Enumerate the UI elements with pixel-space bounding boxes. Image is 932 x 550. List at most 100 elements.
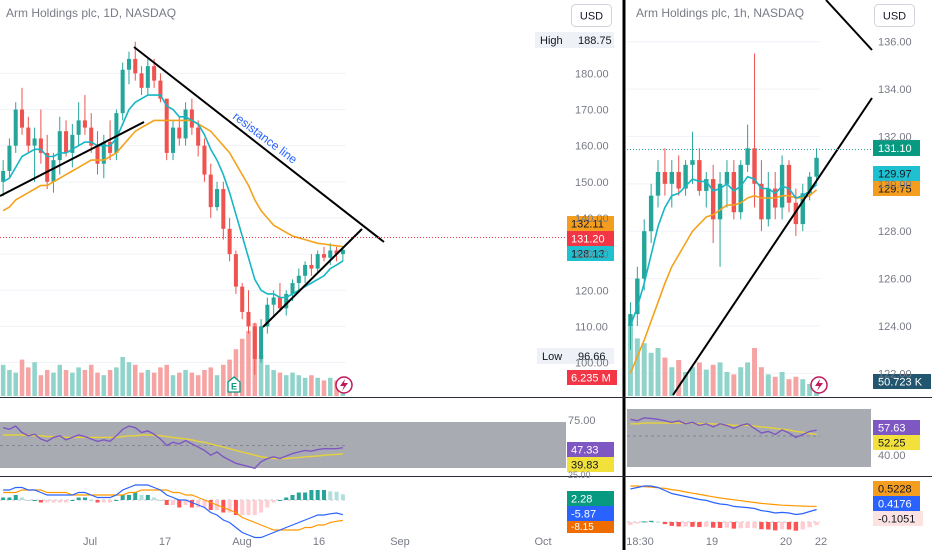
macd-signal-line [630,485,817,507]
left-support-line[interactable] [0,121,145,197]
price-tick-label: 134.00 [878,84,912,96]
macd-histogram-bar [170,500,176,505]
price-tick-label: 126.00 [878,274,912,286]
candle-body [233,254,238,287]
macd-histogram-bar [697,522,702,528]
svg-text:50.723 K: 50.723 K [878,377,923,389]
time-axis[interactable]: Jul 17 Aug 16 Sep Oct 18:30 19 20 22 [83,536,827,548]
right-flash-icon[interactable] [810,376,828,394]
price-tick-label: 132.00 [878,131,912,143]
low-label: Low 96.66 [537,348,614,364]
volume-bar [114,367,119,396]
volume-bar [703,369,709,396]
macd-histogram-bar [296,492,301,500]
time-tick-label: Jul [83,536,97,548]
right-rsi-ma-tag: 52.25 [873,435,920,450]
macd-histogram-bar [724,522,730,528]
left-resistance-line[interactable] [133,46,385,243]
right-tag-ema-fast: 129.97 [873,166,920,181]
svg-text:96.66: 96.66 [578,351,606,363]
right-volume-bars [627,324,820,396]
candle-body [290,283,295,294]
macd-histogram-bar [807,522,812,528]
volume-bar [38,375,44,396]
time-tick-label: 16 [313,536,325,548]
volume-bar [76,367,81,396]
left-uptrend-line[interactable] [262,228,363,328]
left-tag-last-price: 131.20 [567,231,614,246]
left-price-axis[interactable]: 100.00 110.00 120.00 130.00 140.00 150.00 160.… [575,68,609,369]
volume-bar [7,370,12,396]
macd-histogram-bar [315,490,320,500]
svg-text:129.75: 129.75 [878,184,912,196]
macd-histogram-bar [32,500,37,501]
macd-histogram-bar [252,500,257,515]
macd-histogram-bar [779,522,785,530]
candle-body [334,250,339,255]
candle-body [133,58,138,74]
volume-bar [265,364,270,396]
macd-histogram-bar [738,522,743,529]
right-chart-title: Arm Holdings plc, 1h, NASDAQ [636,6,804,20]
left-candles [1,41,345,375]
price-tick-label: 130.00 [878,179,912,191]
volume-bar [195,375,201,396]
candle-body [158,80,163,99]
left-macd [0,484,346,539]
right-rsi-tag: 57.63 [873,420,920,435]
macd-line [3,484,344,539]
right-currency-button[interactable]: USD [874,4,915,27]
svg-text:188.75: 188.75 [578,35,612,47]
volume-bar [290,372,295,396]
right-downtrend-line[interactable] [825,0,873,51]
macd-histogram-bar [233,500,238,515]
left-rsi-tag: 47.33 [567,442,614,457]
right-price-axis[interactable]: 122.00 124.00 126.00 128.00 130.00 132.00 134.… [878,37,912,381]
macd-histogram-bar [145,495,150,500]
volume-bar [233,349,239,396]
left-currency-button[interactable]: USD [571,4,612,27]
candle-body [648,195,654,232]
volume-bar [26,367,31,396]
macd-histogram-bar [786,522,792,530]
macd-histogram-bar [158,500,163,501]
left-rsi-ma-tag: 39.83 [567,457,614,472]
macd-histogram-bar [202,500,207,508]
macd-histogram-bar [759,522,764,530]
volume-bar [710,364,716,396]
candle-body [101,142,106,164]
macd-histogram-bar [120,495,125,500]
right-tag-ema-slow: 129.75 [873,181,920,196]
right-ema-lines [629,175,818,374]
macd-histogram-bar [57,500,62,503]
candle-body [145,66,150,88]
volume-bar [107,370,113,396]
candle-body [170,127,176,153]
candle-body [202,145,207,175]
macd-histogram-bar [655,521,661,523]
right-candles [628,53,819,350]
volume-bar [0,364,6,396]
macd-histogram-bar [662,522,668,525]
volume-bar [246,331,251,396]
left-flash-icon[interactable] [335,376,353,394]
candle-body [221,189,226,229]
candle-body [177,127,182,139]
macd-histogram-bar [772,522,778,531]
right-uptrend-line[interactable] [672,97,873,396]
volume-bar [302,377,308,396]
macd-histogram-bar [690,522,695,527]
macd-histogram-bar [26,500,31,501]
volume-bar [95,372,100,396]
svg-text:2.28: 2.28 [571,494,592,506]
macd-histogram-bar [82,497,87,500]
svg-text:132.11: 132.11 [571,219,604,231]
earnings-marker[interactable]: E [227,376,241,393]
candle-body [315,254,320,269]
macd-histogram-bar [710,522,716,528]
candle-body [296,275,301,284]
volume-bar [765,374,771,396]
rsi-band-left [0,422,566,468]
macd-signal-line [3,489,343,531]
